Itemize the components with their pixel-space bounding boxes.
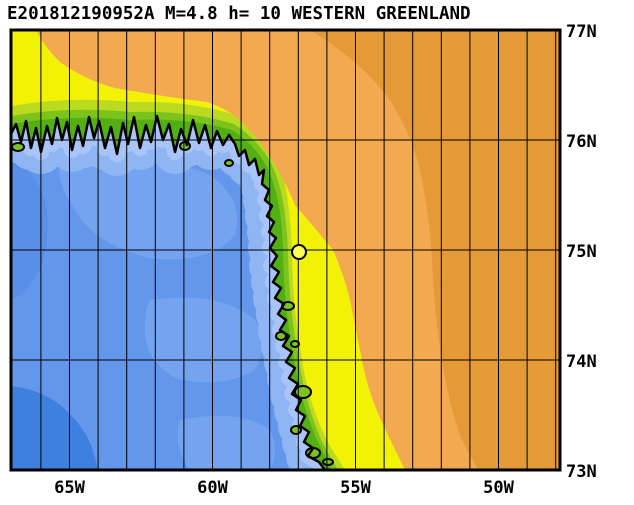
ocean-shallow-patch xyxy=(177,415,275,469)
islands-group xyxy=(12,141,334,466)
lat-label-74n: 74N xyxy=(566,352,597,372)
lat-label-77n: 77N xyxy=(566,22,597,42)
island xyxy=(294,385,312,399)
map-title: E201812190952A M=4.8 h= 10 WESTERN GREEN… xyxy=(7,4,471,24)
island xyxy=(12,142,25,152)
lon-label-65w: 65W xyxy=(54,478,85,498)
ocean-shallow-patch xyxy=(59,155,238,260)
ocean-shallow-patch xyxy=(145,297,263,383)
lon-label-60w: 60W xyxy=(197,478,228,498)
lat-label-76n: 76N xyxy=(566,132,597,152)
ocean-mid-deep-patch xyxy=(12,160,48,300)
ocean-deep-patch xyxy=(12,386,98,469)
map-frame xyxy=(9,28,562,472)
epicenter-marker xyxy=(291,244,307,260)
island xyxy=(290,340,300,348)
lon-label-55w: 55W xyxy=(340,478,371,498)
island xyxy=(224,159,234,167)
island xyxy=(290,425,302,435)
lat-label-75n: 75N xyxy=(566,242,597,262)
island xyxy=(322,458,334,466)
graticule xyxy=(12,31,559,469)
lon-label-50w: 50W xyxy=(483,478,514,498)
lat-label-73n: 73N xyxy=(566,462,597,482)
